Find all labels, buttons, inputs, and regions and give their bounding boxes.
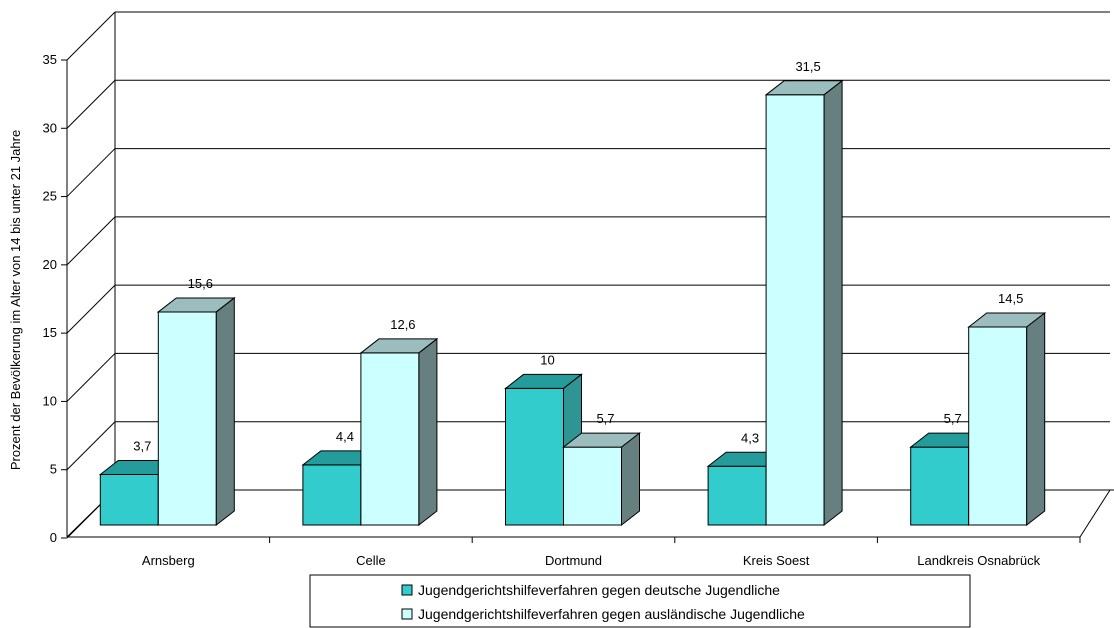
x-category-label: Kreis Soest	[743, 553, 810, 568]
gridline-diag-35	[66, 11, 116, 61]
bar-front	[707, 465, 767, 526]
data-label-0-2: 10	[540, 352, 554, 367]
data-label-0-4: 5,7	[944, 411, 962, 426]
y-axis-label: Prozent der Bevölkerung im Alter von 14 …	[8, 130, 23, 470]
gridlines	[66, 11, 1110, 539]
bar-front	[910, 446, 970, 526]
y-tick-label-10: 10	[43, 393, 57, 408]
bar-side	[621, 432, 640, 527]
y-tick-label-20: 20	[43, 257, 57, 272]
gridline-diag-25	[66, 148, 116, 197]
y-tick-label-0: 0	[50, 530, 57, 545]
bar-front	[505, 387, 564, 526]
bar-front	[968, 326, 1028, 526]
bar-front	[157, 311, 217, 526]
gridline-diag-15	[66, 284, 116, 334]
y-tick-label-15: 15	[43, 325, 57, 340]
legend-swatch-1	[401, 608, 413, 620]
y-tick-label-35: 35	[43, 52, 57, 67]
bars	[98, 79, 1047, 527]
data-label-1-0: 15,6	[188, 276, 213, 291]
bar-front	[765, 94, 825, 526]
bar-side	[1026, 311, 1046, 527]
bar-side	[215, 296, 235, 527]
gridline-diag-20	[66, 216, 116, 266]
data-label-0-1: 4,4	[336, 429, 354, 444]
y-tick-label-25: 25	[43, 189, 57, 204]
data-label-1-1: 12,6	[390, 317, 415, 332]
x-axis: Arnsberg Celle Dortmund Kreis Soest Landkrei…	[142, 537, 1081, 568]
bar-front	[563, 446, 622, 526]
legend-swatch-0	[401, 584, 413, 596]
bar-front	[99, 473, 159, 526]
data-label-0-3: 4,3	[741, 430, 759, 445]
y-tick-label-5: 5	[50, 462, 57, 477]
data-labels: 3,7 15,6 4,4 12,6 10 5,7 4,3 31,5 5,7 14,5	[133, 59, 1023, 454]
bar-side	[823, 79, 843, 527]
gridline-diag-10	[66, 353, 116, 402]
data-label-0-0: 3,7	[133, 438, 151, 453]
floor-right-edge	[1079, 489, 1111, 538]
bar-1-0	[156, 296, 236, 527]
gridline-diag-5	[66, 421, 116, 471]
x-category-label: Celle	[356, 553, 386, 568]
data-label-1-2: 5,7	[596, 411, 614, 426]
x-category-label: Dortmund	[545, 553, 602, 568]
data-label-1-4: 14,5	[998, 291, 1023, 306]
legend-entry-1: Jugendgerichtshilfeverfahren gegen auslä…	[418, 606, 805, 622]
x-category-label: Arnsberg	[142, 553, 195, 568]
bar-1-1	[359, 337, 439, 527]
bar-1-3	[764, 79, 844, 527]
y-tick-label-30: 30	[43, 120, 57, 135]
legend-entry-0: Jugendgerichtshilfeverfahren gegen deuts…	[418, 582, 780, 598]
bar-1-2	[562, 432, 641, 527]
legend-box	[309, 574, 971, 628]
bar-front	[302, 464, 362, 526]
y-axis: 0 5 10 15 20 25 30 35	[43, 52, 68, 545]
gridline-diag-30	[66, 79, 116, 129]
bar-side	[418, 337, 438, 527]
bar-front	[360, 352, 420, 526]
bar-1-4	[967, 311, 1047, 527]
legend: Jugendgerichtshilfeverfahren gegen deuts…	[309, 574, 971, 628]
data-label-1-3: 31,5	[795, 59, 820, 74]
x-category-label: Landkreis Osnabrück	[917, 553, 1040, 568]
